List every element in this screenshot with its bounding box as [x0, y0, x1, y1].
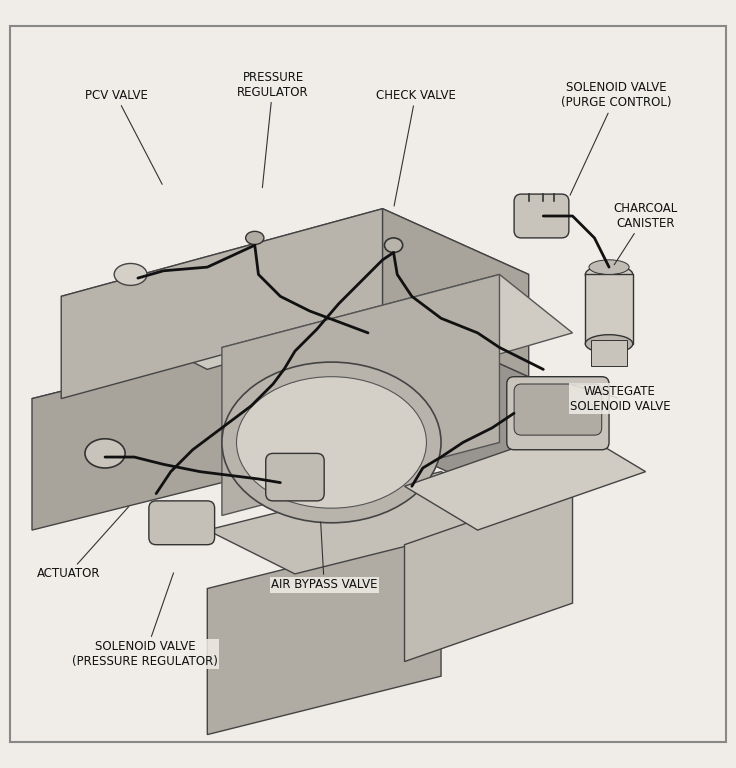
FancyBboxPatch shape — [266, 453, 324, 501]
Ellipse shape — [114, 263, 147, 286]
Polygon shape — [222, 274, 573, 413]
Bar — [585, 274, 633, 344]
Polygon shape — [18, 33, 718, 735]
Text: PCV VALVE: PCV VALVE — [85, 89, 162, 184]
Polygon shape — [208, 472, 528, 574]
Ellipse shape — [589, 260, 629, 274]
Text: CHECK VALVE: CHECK VALVE — [375, 89, 456, 206]
Polygon shape — [32, 311, 383, 530]
Polygon shape — [208, 530, 441, 735]
Bar — [591, 340, 627, 366]
FancyBboxPatch shape — [10, 26, 726, 742]
Text: AIR BYPASS VALVE: AIR BYPASS VALVE — [271, 522, 378, 591]
Ellipse shape — [222, 362, 441, 523]
Polygon shape — [383, 311, 528, 508]
FancyBboxPatch shape — [507, 376, 609, 450]
FancyBboxPatch shape — [149, 501, 215, 545]
Polygon shape — [61, 209, 383, 399]
Polygon shape — [405, 428, 645, 530]
FancyBboxPatch shape — [514, 384, 602, 435]
Text: ACTUATOR: ACTUATOR — [37, 507, 129, 581]
Ellipse shape — [585, 335, 633, 353]
Polygon shape — [383, 209, 528, 376]
Polygon shape — [405, 486, 573, 661]
FancyBboxPatch shape — [514, 194, 569, 238]
Ellipse shape — [246, 231, 264, 244]
Text: SOLENOID VALVE
(PRESSURE REGULATOR): SOLENOID VALVE (PRESSURE REGULATOR) — [72, 573, 218, 668]
Text: PRESSURE
REGULATOR: PRESSURE REGULATOR — [237, 71, 309, 187]
Ellipse shape — [236, 376, 426, 508]
Polygon shape — [32, 311, 528, 465]
Text: CHARCOAL
CANISTER: CHARCOAL CANISTER — [613, 202, 678, 265]
Polygon shape — [61, 209, 528, 369]
Ellipse shape — [85, 439, 125, 468]
Ellipse shape — [384, 238, 403, 253]
Text: WASTEGATE
SOLENOID VALVE: WASTEGATE SOLENOID VALVE — [570, 385, 670, 412]
Ellipse shape — [585, 265, 633, 283]
Polygon shape — [222, 274, 500, 515]
Text: SOLENOID VALVE
(PURGE CONTROL): SOLENOID VALVE (PURGE CONTROL) — [561, 81, 672, 195]
